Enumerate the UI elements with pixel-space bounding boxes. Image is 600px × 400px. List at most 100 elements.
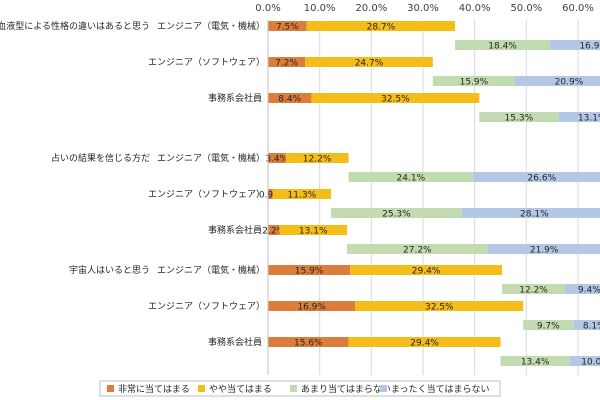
- bar-segment: [355, 301, 524, 311]
- data-label: 13.1%: [578, 114, 600, 124]
- data-label: 15.9%: [295, 267, 324, 277]
- group-title: 宇宙人はいると思う: [69, 264, 150, 276]
- bar-segment: [268, 265, 351, 275]
- data-label: 16.9%: [579, 42, 600, 52]
- legend-label: やや当てはまる: [209, 383, 272, 395]
- bar-segment: [550, 40, 600, 50]
- group-title: 占いの結果を信じる方だ: [51, 152, 150, 164]
- group-title: 血液型による性格の違いはあると思う: [0, 20, 150, 32]
- bar-segment: [569, 356, 600, 366]
- category-label: エンジニア（ソフトウェア）: [148, 189, 265, 200]
- legend-swatch: [107, 385, 114, 392]
- data-label: 29.4%: [410, 339, 439, 349]
- category-label: 事務系会社員: [208, 92, 262, 104]
- bar-segment: [479, 112, 559, 122]
- data-label: 7.2%: [275, 59, 298, 69]
- bar-segment: [279, 225, 348, 235]
- data-label: 12.2%: [303, 155, 332, 165]
- category-label: エンジニア（電気・機械）: [157, 20, 265, 32]
- bar-segment: [348, 337, 501, 347]
- bar-segment: [514, 76, 600, 86]
- x-tick-label: 20.0%: [355, 3, 387, 14]
- bar-segment: [268, 21, 307, 31]
- category-label: エンジニア（電気・機械）: [157, 152, 265, 164]
- bar-segment: [432, 76, 515, 86]
- data-label: 15.3%: [505, 114, 534, 124]
- data-label: 12.2%: [519, 286, 548, 296]
- x-tick-label: 60.0%: [562, 3, 594, 14]
- data-label: 7.5%: [276, 23, 299, 33]
- data-label: 28.1%: [520, 210, 549, 220]
- data-label: 9.7%: [537, 322, 560, 332]
- data-label: 32.5%: [381, 95, 410, 105]
- bar-segment: [573, 320, 600, 330]
- x-tick-label: 10.0%: [304, 3, 336, 14]
- bar-segment: [306, 21, 456, 31]
- data-label: 27.2%: [403, 246, 432, 256]
- data-label: 15.9%: [460, 78, 489, 88]
- data-label: 24.7%: [355, 59, 384, 69]
- data-label: 15.6%: [294, 339, 323, 349]
- data-label: 25.3%: [382, 210, 411, 220]
- data-label: 26.6%: [528, 174, 557, 184]
- legend-box: [99, 380, 501, 397]
- bar-segment: [347, 244, 488, 254]
- x-tick-label: 0.0%: [255, 3, 280, 14]
- bar-segment: [500, 356, 570, 366]
- x-tick-label: 50.0%: [510, 3, 542, 14]
- bar-segment: [268, 337, 349, 347]
- data-label: 21.9%: [530, 246, 559, 256]
- bar-segment: [268, 153, 286, 163]
- data-label: 9.4%: [578, 286, 600, 296]
- data-label: 18.4%: [488, 42, 517, 52]
- bar-segment: [455, 40, 551, 50]
- data-label: 3.4%: [265, 155, 288, 165]
- bar-segment: [268, 189, 273, 199]
- data-label: 28.7%: [367, 23, 396, 33]
- category-label: 事務系会社員: [208, 224, 262, 236]
- legend-swatch: [198, 385, 205, 392]
- bar-segment: [272, 189, 332, 199]
- legend-label: 非常に当てはまる: [118, 383, 190, 395]
- bar-segment: [350, 265, 503, 275]
- category-label: エンジニア（ソフトウェア）: [148, 57, 265, 68]
- data-label: 13.1%: [299, 227, 328, 237]
- bar-segment: [487, 244, 600, 254]
- data-label: 8.4%: [278, 95, 301, 105]
- data-label: 11.3%: [288, 191, 317, 201]
- category-label: エンジニア（ソフトウェア）: [148, 301, 265, 312]
- data-label: 13.4%: [521, 358, 550, 368]
- bar-segment: [268, 301, 356, 311]
- data-label: 10.0%: [581, 358, 600, 368]
- legend-label: まったく当てはまらない: [391, 383, 489, 395]
- bar-segment: [305, 57, 433, 67]
- bar-segment: [285, 153, 349, 163]
- bar-segment: [565, 284, 600, 294]
- data-label: 8.1%: [583, 322, 600, 332]
- data-label: 32.5%: [425, 303, 454, 313]
- data-label: 2.2%: [262, 227, 285, 237]
- x-tick-label: 30.0%: [407, 3, 439, 14]
- bar-segment: [311, 93, 480, 103]
- legend-swatch: [380, 385, 387, 392]
- bar-segment: [268, 57, 306, 67]
- bar-segment: [558, 112, 600, 122]
- data-label: 29.4%: [412, 267, 441, 277]
- bar-segment: [331, 208, 462, 218]
- data-label: 16.9%: [297, 303, 326, 313]
- x-tick-label: 40.0%: [459, 3, 491, 14]
- bar-segment: [502, 284, 566, 294]
- bar-segment: [461, 208, 600, 218]
- category-label: エンジニア（電気・機械）: [157, 264, 265, 276]
- bar-segment: [473, 172, 600, 182]
- data-label: 24.1%: [397, 174, 426, 184]
- legend-swatch: [290, 385, 297, 392]
- bar-segment: [268, 225, 280, 235]
- legend-label: あまり当てはまらない: [301, 383, 391, 395]
- bar-segment: [268, 93, 312, 103]
- bar-segment: [523, 320, 574, 330]
- category-label: 事務系会社員: [208, 336, 262, 348]
- data-label: 0.9%: [259, 191, 282, 201]
